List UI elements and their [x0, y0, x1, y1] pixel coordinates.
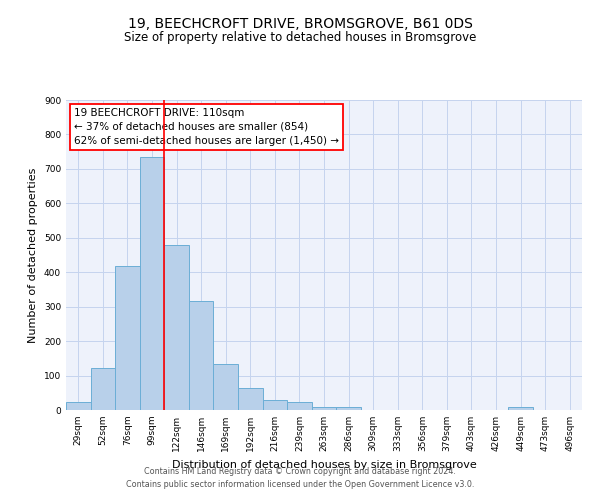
Bar	[214, 364, 238, 410]
Bar	[164, 244, 189, 410]
Bar	[312, 406, 336, 410]
Bar	[287, 402, 312, 410]
Bar	[238, 388, 263, 410]
Text: 19, BEECHCROFT DRIVE, BROMSGROVE, B61 0DS: 19, BEECHCROFT DRIVE, BROMSGROVE, B61 0D…	[128, 18, 472, 32]
Bar	[66, 402, 91, 410]
Y-axis label: Number of detached properties: Number of detached properties	[28, 168, 38, 342]
Bar	[508, 407, 533, 410]
Bar	[115, 266, 140, 410]
Text: Contains HM Land Registry data © Crown copyright and database right 2024.: Contains HM Land Registry data © Crown c…	[144, 467, 456, 476]
Bar	[336, 407, 361, 410]
Bar	[140, 157, 164, 410]
Bar	[263, 400, 287, 410]
Text: Contains public sector information licensed under the Open Government Licence v3: Contains public sector information licen…	[126, 480, 474, 489]
Bar	[91, 368, 115, 410]
Text: Size of property relative to detached houses in Bromsgrove: Size of property relative to detached ho…	[124, 31, 476, 44]
Bar	[189, 301, 214, 410]
Text: 19 BEECHCROFT DRIVE: 110sqm
← 37% of detached houses are smaller (854)
62% of se: 19 BEECHCROFT DRIVE: 110sqm ← 37% of det…	[74, 108, 339, 146]
X-axis label: Distribution of detached houses by size in Bromsgrove: Distribution of detached houses by size …	[172, 460, 476, 469]
